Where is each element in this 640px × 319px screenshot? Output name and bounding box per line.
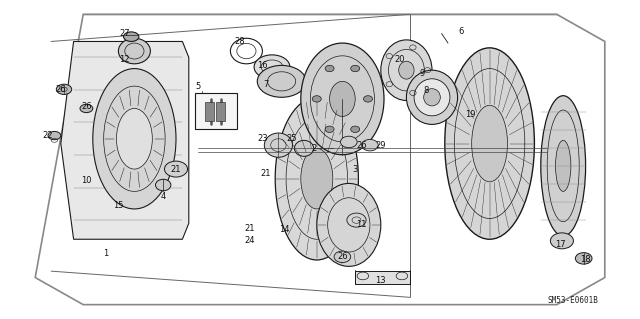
Ellipse shape (116, 108, 152, 169)
Bar (216, 102, 225, 121)
Text: 1: 1 (103, 249, 108, 258)
Ellipse shape (414, 79, 450, 116)
Ellipse shape (56, 84, 72, 94)
Ellipse shape (312, 96, 321, 102)
Ellipse shape (325, 65, 334, 72)
Ellipse shape (275, 97, 358, 260)
Text: 21: 21 (244, 224, 255, 233)
Text: 2: 2 (311, 144, 316, 153)
Ellipse shape (301, 148, 333, 209)
Text: 28: 28 (235, 37, 245, 46)
Text: 6: 6 (458, 27, 463, 36)
Text: 26: 26 (56, 85, 66, 94)
Ellipse shape (156, 179, 171, 191)
Text: 17: 17 (555, 240, 565, 249)
Ellipse shape (124, 32, 139, 41)
Ellipse shape (575, 253, 592, 264)
Text: 12: 12 (120, 55, 130, 63)
Bar (205, 102, 214, 121)
Polygon shape (35, 14, 605, 305)
Text: 26: 26 (356, 141, 367, 150)
Bar (195, 93, 237, 129)
Text: 4: 4 (161, 192, 166, 201)
Ellipse shape (334, 251, 351, 263)
Ellipse shape (93, 69, 176, 209)
Ellipse shape (472, 105, 508, 182)
Text: 7: 7 (263, 80, 268, 89)
Ellipse shape (330, 81, 355, 116)
Ellipse shape (445, 48, 534, 239)
Text: 15: 15 (113, 201, 124, 210)
Text: 14: 14 (280, 225, 290, 234)
Ellipse shape (325, 126, 334, 132)
Text: 27: 27 (120, 29, 130, 38)
Bar (355, 271, 410, 284)
Ellipse shape (80, 104, 93, 113)
Text: 8: 8 (423, 86, 428, 95)
Ellipse shape (317, 183, 381, 266)
Ellipse shape (550, 233, 573, 249)
Text: SM53-E0601B: SM53-E0601B (547, 296, 598, 305)
Text: 29: 29 (376, 141, 386, 150)
Ellipse shape (541, 96, 586, 236)
Text: 18: 18 (580, 256, 591, 264)
Text: 22: 22 (43, 131, 53, 140)
Text: 26: 26 (337, 252, 348, 261)
Text: 3: 3 (353, 165, 358, 174)
Text: 11: 11 (356, 220, 367, 229)
Text: 9: 9 (420, 69, 425, 78)
Ellipse shape (48, 131, 61, 140)
Ellipse shape (264, 133, 292, 157)
Ellipse shape (406, 70, 458, 124)
Text: 25: 25 (286, 134, 296, 143)
Ellipse shape (301, 43, 384, 155)
Ellipse shape (340, 136, 357, 148)
Text: 24: 24 (244, 236, 255, 245)
Text: 10: 10 (81, 176, 92, 185)
Text: 20: 20 (395, 55, 405, 63)
Ellipse shape (556, 140, 571, 191)
Ellipse shape (118, 38, 150, 64)
Ellipse shape (351, 126, 360, 132)
Text: 26: 26 (81, 102, 92, 111)
Text: 23: 23 (257, 134, 268, 143)
Ellipse shape (254, 55, 290, 79)
Text: 21: 21 (171, 165, 181, 174)
Ellipse shape (294, 140, 314, 156)
Ellipse shape (362, 139, 378, 151)
Ellipse shape (364, 96, 372, 102)
Text: 16: 16 (257, 61, 268, 70)
Ellipse shape (424, 89, 440, 106)
Text: 5: 5 (196, 82, 201, 91)
Ellipse shape (399, 61, 414, 79)
Ellipse shape (164, 161, 188, 177)
Text: 21: 21 (260, 169, 271, 178)
Ellipse shape (257, 65, 306, 97)
Polygon shape (61, 41, 189, 239)
Ellipse shape (381, 40, 432, 100)
Text: 19: 19 (465, 110, 476, 119)
Text: 13: 13 (376, 276, 386, 285)
Ellipse shape (351, 65, 360, 72)
